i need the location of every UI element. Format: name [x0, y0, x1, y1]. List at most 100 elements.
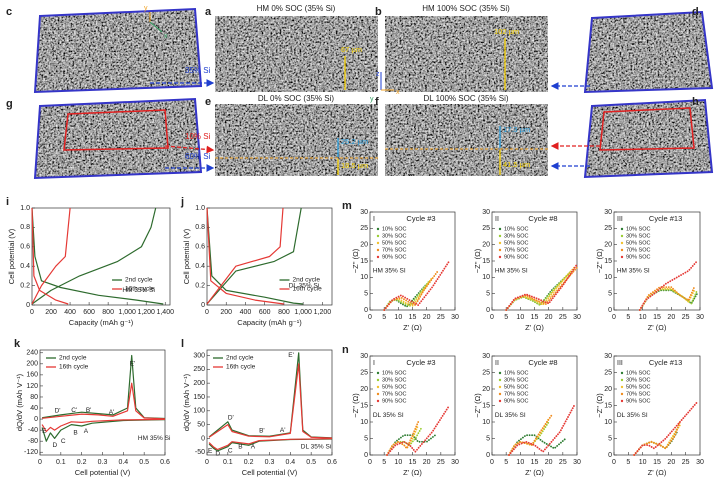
annotation: D' [55, 408, 61, 415]
panel-label: h [692, 96, 699, 108]
x-tick-label: 0 [490, 314, 494, 321]
series-line [383, 276, 434, 311]
annotation: C [61, 438, 66, 445]
legend-label: 16th cycle [125, 286, 155, 293]
series-line [508, 414, 553, 456]
legend-label: 50% SOC [382, 240, 406, 246]
y-tick-label: 30 [482, 209, 490, 216]
x-tick-label: 0.6 [160, 459, 170, 466]
x-tick-label: 600 [83, 309, 95, 316]
micrograph [215, 104, 378, 176]
subplot-title: Cycle #8 [528, 214, 557, 223]
y-tick-label: 15 [604, 258, 612, 265]
x-tick-label: 15 [531, 314, 539, 321]
legend-label: 10% SOC [382, 370, 406, 376]
x-tick-label: 5 [382, 459, 386, 466]
annotation: D' [228, 414, 234, 421]
panel-label: k [14, 338, 21, 350]
y-tick-label: 0.6 [195, 244, 205, 251]
y-tick-label: 0 [26, 302, 30, 309]
legend-marker [376, 385, 380, 389]
series-line [508, 404, 576, 456]
annotation: HM 35% Si [138, 435, 171, 442]
series-line [383, 260, 451, 311]
y-tick-label: 0.6 [20, 244, 30, 251]
legend-marker [376, 234, 380, 238]
y-axis-label: dQ/dV (mAh V⁻¹) [15, 373, 24, 431]
y-tick-label: 15 [482, 402, 490, 409]
y-tick-label: 25 [482, 225, 490, 232]
panel-label: c [6, 6, 12, 18]
legend-marker [498, 241, 502, 245]
series-line [508, 421, 550, 456]
legend-marker [620, 378, 624, 382]
legend-label: 70% SOC [626, 247, 650, 253]
micrograph [585, 100, 712, 177]
y-tick-label: 200 [193, 380, 205, 387]
y-axis-label: −Z'' (Ω) [473, 248, 482, 273]
x-tick-label: 400 [64, 309, 76, 316]
x-tick-label: 1,400 [156, 309, 174, 316]
region [63, 109, 169, 151]
annotation: DL 35% Si [301, 443, 331, 450]
y-tick-label: 30 [360, 353, 368, 360]
series-line [206, 207, 284, 305]
x-tick-label: 5 [626, 314, 630, 321]
thickness-label: 17.3 µm [503, 125, 530, 134]
x-tick-label: 30 [573, 459, 581, 466]
y-axis-label: −Z'' (Ω) [351, 248, 360, 273]
y-tick-label: 20 [482, 386, 490, 393]
x-tick-label: 15 [653, 314, 661, 321]
x-axis-label: Cell potential (V) [242, 468, 298, 477]
x-tick-label: 1,000 [118, 309, 136, 316]
legend-label: 10% SOC [626, 370, 650, 376]
legend-label: 70% SOC [504, 391, 528, 397]
x-tick-label: 0.3 [265, 459, 275, 466]
legend-label: 30% SOC [626, 377, 650, 383]
x-tick-label: 0 [612, 314, 616, 321]
series-line [638, 286, 696, 311]
y-tick-label: 25 [604, 225, 612, 232]
legend-label: 50% SOC [382, 384, 406, 390]
x-tick-label: 0.3 [98, 459, 108, 466]
x-tick-label: 10 [516, 459, 524, 466]
annotation: D [53, 442, 58, 449]
subplot-label: II [495, 360, 499, 367]
legend-marker [376, 255, 380, 259]
legend-label: 16th cycle [293, 286, 323, 293]
y-axis-label: −Z'' (Ω) [595, 248, 604, 273]
frame [33, 7, 203, 94]
y-axis-label: −Z'' (Ω) [595, 393, 604, 418]
legend-label: 90% SOC [382, 254, 406, 260]
y-tick-label: 0.4 [195, 263, 205, 270]
y-tick-label: 10 [360, 419, 368, 426]
axis-label: x [396, 89, 400, 96]
series-line [505, 269, 573, 311]
panel-label: n [342, 344, 349, 356]
y-tick-label: 0 [201, 302, 205, 309]
legend-label: 10% SOC [382, 226, 406, 232]
plot-frame [31, 207, 171, 306]
x-axis-label: Z' (Ω) [648, 468, 667, 477]
image-title: HM 0% SOC (35% Si) [257, 4, 336, 13]
x-axis-label: Z' (Ω) [525, 323, 544, 332]
y-tick-label: 80 [30, 394, 38, 401]
legend-label: 90% SOC [626, 254, 650, 260]
x-axis-label: Z' (Ω) [648, 323, 667, 332]
y-tick-label: 0 [201, 435, 205, 442]
x-tick-label: 10 [639, 314, 647, 321]
panel-label: b [375, 6, 382, 18]
y-axis-label: −Z'' (Ω) [351, 393, 360, 418]
y-tick-label: 300 [193, 352, 205, 359]
legend-marker [620, 234, 624, 238]
series-line [505, 266, 578, 311]
subplot-title: Cycle #3 [406, 214, 435, 223]
y-tick-label: 0.4 [20, 263, 30, 270]
y-tick-label: 120 [26, 383, 38, 390]
x-tick-label: 25 [559, 459, 567, 466]
y-axis-label: −Z'' (Ω) [473, 393, 482, 418]
micrograph [35, 99, 201, 178]
legend-label: 10% SOC [626, 226, 650, 232]
